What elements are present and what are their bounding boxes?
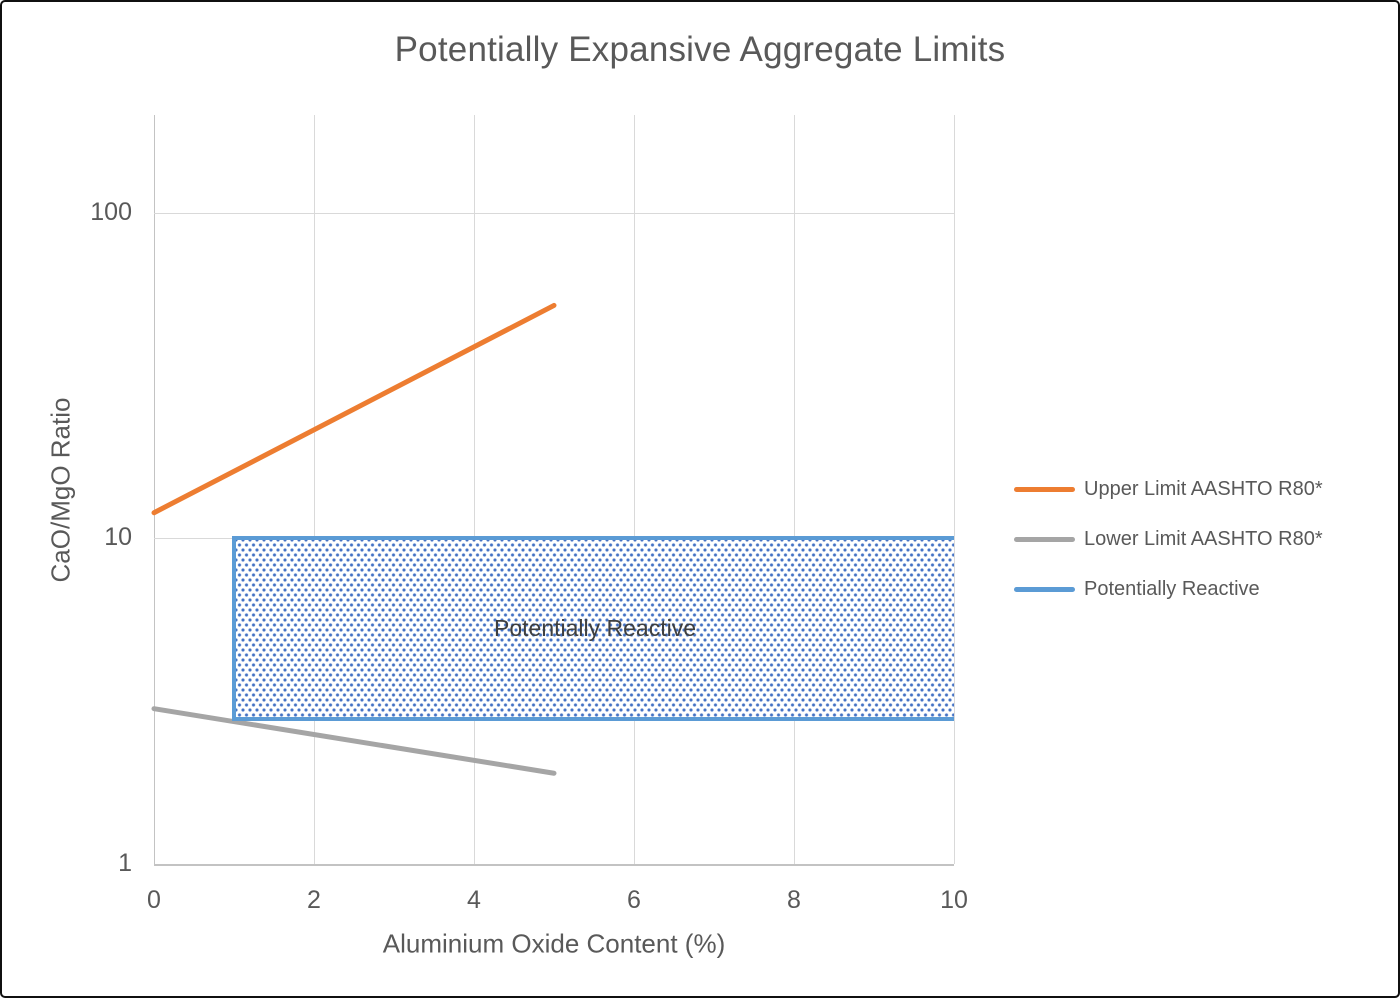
vertical-gridline: [954, 115, 955, 864]
lower-limit-swatch: [1014, 536, 1075, 543]
y-tick-label: 10: [104, 523, 132, 552]
x-tick-label: 6: [627, 886, 641, 914]
y-tick-label: 100: [90, 197, 132, 226]
legend-label: Lower Limit AASHTO R80*: [1084, 528, 1323, 550]
y-axis-title: CaO/MgO Ratio: [45, 397, 76, 583]
series-line: [151, 302, 557, 516]
legend-label: Potentially Reactive: [1084, 578, 1260, 600]
y-axis-line: [154, 115, 155, 864]
x-tick-label: 2: [307, 886, 321, 914]
region-label: Potentially Reactive: [494, 614, 696, 641]
x-tick-label: 8: [787, 886, 801, 914]
x-tick-label: 0: [147, 886, 161, 914]
legend-item-upper-limit: Upper Limit AASHTO R80*: [1014, 475, 1323, 504]
legend: Upper Limit AASHTO R80* Lower Limit AASH…: [1014, 475, 1323, 625]
x-tick-label: 10: [940, 886, 968, 914]
upper-limit-swatch: [1014, 486, 1075, 493]
legend-item-lower-limit: Lower Limit AASHTO R80*: [1014, 525, 1323, 554]
x-axis-title: Aluminium Oxide Content (%): [382, 928, 726, 959]
potentially-reactive-swatch: [1014, 586, 1075, 593]
vertical-gridline: [314, 115, 315, 864]
vertical-gridline: [474, 115, 475, 864]
vertical-gridline: [794, 115, 795, 864]
x-axis-line: [154, 864, 954, 866]
chart-title: Potentially Expansive Aggregate Limits: [394, 30, 1006, 69]
y-tick-label: 1: [118, 849, 132, 877]
vertical-gridline: [634, 115, 635, 864]
legend-label: Upper Limit AASHTO R80*: [1084, 478, 1323, 500]
horizontal-gridline: [154, 212, 954, 214]
potentially-reactive-region: Potentially Reactive: [232, 535, 954, 721]
legend-item-potentially-reactive: Potentially Reactive: [1014, 575, 1323, 604]
x-tick-label: 4: [467, 886, 481, 914]
